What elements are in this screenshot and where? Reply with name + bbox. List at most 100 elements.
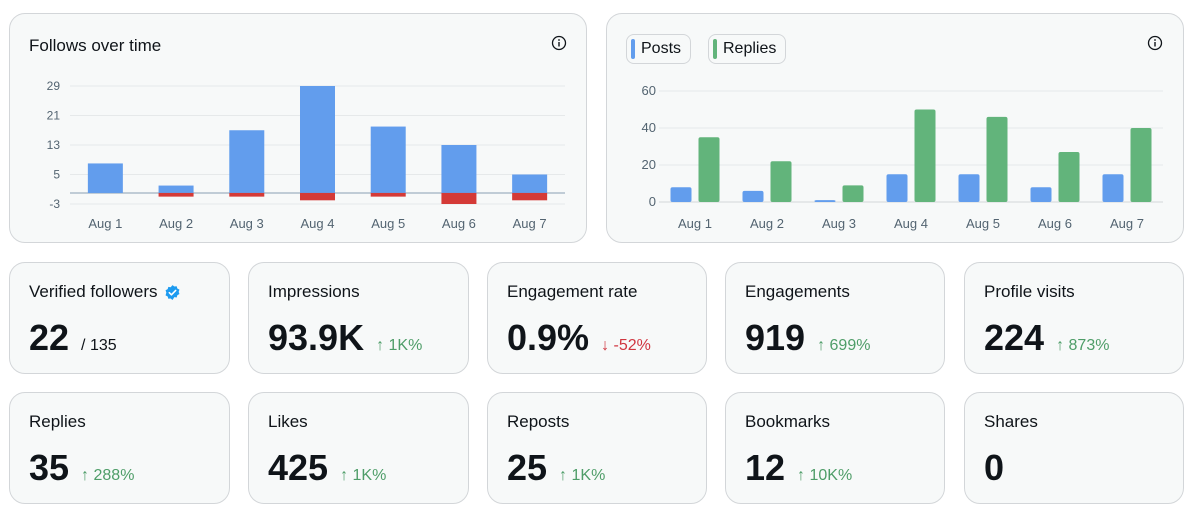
stat-delta: ↓ -52%	[601, 337, 651, 354]
stat-card-profile-visits[interactable]: Profile visits 224 ↑ 873%	[964, 262, 1184, 374]
stat-value: 919 ↑ 699%	[745, 317, 871, 358]
bar-unfollows	[370, 192, 406, 197]
y-tick-label: 29	[47, 79, 61, 93]
x-tick-label: Aug 2	[750, 216, 784, 231]
stat-total: / 135	[81, 337, 117, 354]
stat-value: 425 ↑ 1K%	[268, 447, 387, 488]
stat-label: Shares	[984, 412, 1038, 431]
bar-replies	[698, 137, 720, 202]
stat-delta: ↑ 288%	[81, 467, 135, 484]
stat-label: Engagements	[745, 282, 850, 301]
stat-delta: ↑ 873%	[1056, 337, 1110, 354]
legend-posts[interactable]: Posts	[626, 34, 692, 64]
stat-label: Replies	[29, 412, 86, 431]
bar-follows	[512, 174, 548, 193]
stat-card-impressions[interactable]: Impressions 93.9K ↑ 1K%	[248, 262, 469, 374]
bar-unfollows	[158, 192, 194, 197]
x-tick-label: Aug 7	[1110, 216, 1144, 231]
bar-posts	[1030, 187, 1052, 202]
stat-card-engagements[interactable]: Engagements 919 ↑ 699%	[725, 262, 945, 374]
bar-unfollows	[512, 192, 548, 201]
follows-chart: 29 21 13 5 -3 Aug 1 Aug 2 Aug 3 Aug 4 Aug 5 Aug 6 A…	[47, 79, 565, 231]
bar-replies	[914, 109, 936, 202]
bar-unfollows	[300, 192, 335, 201]
x-tick-label: Aug 3	[822, 216, 856, 231]
legend-replies-label: Replies	[723, 40, 777, 57]
bar-replies	[986, 116, 1008, 202]
stat-card-replies[interactable]: Replies 35 ↑ 288%	[9, 392, 230, 504]
bar-posts	[1102, 174, 1124, 202]
stat-value: 22 / 135	[29, 317, 117, 358]
legend-posts-label: Posts	[641, 40, 682, 57]
stat-label: Impressions	[268, 282, 360, 301]
x-tick-label: Aug 1	[678, 216, 712, 231]
stat-label: Likes	[268, 412, 308, 431]
bar-follows	[229, 130, 265, 193]
stat-delta: ↑ 699%	[817, 337, 871, 354]
x-tick-label: Aug 4	[301, 216, 335, 231]
bar-replies	[1130, 128, 1152, 202]
stat-label: Bookmarks	[745, 412, 831, 431]
bar-follows	[158, 185, 194, 193]
stat-card-shares[interactable]: Shares 0	[964, 392, 1184, 504]
bar-follows	[441, 145, 477, 193]
bar-posts	[742, 190, 764, 202]
stat-value: 93.9K ↑ 1K%	[268, 317, 423, 358]
bar-follows	[87, 163, 123, 193]
stat-label: Reposts	[507, 412, 570, 431]
info-icon[interactable]	[1147, 35, 1163, 51]
posts-swatch	[631, 39, 635, 59]
x-tick-label: Aug 7	[513, 216, 547, 231]
stat-value: 12 ↑ 10K%	[745, 447, 853, 488]
bar-posts	[814, 200, 836, 202]
y-tick-label: 21	[47, 109, 61, 123]
stat-value: 0	[984, 447, 1005, 488]
bar-replies	[770, 161, 792, 202]
bar-replies	[842, 185, 864, 202]
y-tick-label: 40	[642, 120, 656, 135]
stat-delta: ↑ 1K%	[376, 337, 423, 354]
y-tick-label: 0	[649, 194, 656, 209]
bar-posts	[886, 174, 908, 202]
verified-badge-icon	[165, 284, 179, 300]
stat-label: Profile visits	[984, 282, 1075, 301]
bar-follows	[370, 126, 406, 193]
stat-label: Verified followers	[29, 282, 181, 302]
follows-chart-title: Follows over time	[29, 36, 162, 55]
stat-card-likes[interactable]: Likes 425 ↑ 1K%	[248, 392, 469, 504]
bar-replies	[1058, 152, 1080, 202]
stat-value: 224 ↑ 873%	[984, 317, 1110, 358]
stat-card-engagement-rate[interactable]: Engagement rate 0.9% ↓ -52%	[487, 262, 707, 374]
stat-label: Engagement rate	[507, 282, 638, 301]
x-tick-label: Aug 5	[371, 216, 405, 231]
stat-delta: ↑ 10K%	[797, 467, 853, 484]
stat-delta: ↑ 1K%	[559, 467, 606, 484]
replies-swatch	[713, 39, 717, 59]
stat-value: 25 ↑ 1K%	[507, 447, 606, 488]
x-tick-label: Aug 6	[1038, 216, 1072, 231]
follows-chart-card: Follows over time 29 21 13 5 -3 Aug 1 Aug 2 Aug…	[9, 13, 587, 243]
info-icon[interactable]	[551, 35, 567, 51]
bar-posts	[958, 174, 980, 202]
stat-card-reposts[interactable]: Reposts 25 ↑ 1K%	[487, 392, 707, 504]
x-tick-label: Aug 6	[442, 216, 476, 231]
posts-replies-chart: 60 40 20 0 Aug 1 Aug 2 Aug 3 Aug 4 Aug 5 Aug 6 Aug…	[642, 83, 1163, 231]
y-tick-label: 13	[47, 138, 61, 152]
legend-replies[interactable]: Replies	[708, 34, 787, 64]
x-tick-label: Aug 5	[966, 216, 1000, 231]
x-tick-label: Aug 1	[88, 216, 122, 231]
stat-value: 0.9% ↓ -52%	[507, 317, 651, 358]
stat-card-bookmarks[interactable]: Bookmarks 12 ↑ 10K%	[725, 392, 945, 504]
x-tick-label: Aug 3	[230, 216, 264, 231]
stat-card-verified-followers[interactable]: Verified followers 22 / 135	[9, 262, 230, 374]
x-tick-label: Aug 4	[894, 216, 928, 231]
posts-replies-chart-card: Posts Replies 60 40 20 0 Aug 1 Aug 2 Aug 3 Aug …	[606, 13, 1184, 243]
x-tick-label: Aug 2	[159, 216, 193, 231]
bar-posts	[670, 187, 692, 202]
stat-delta: ↑ 1K%	[340, 467, 387, 484]
y-tick-label: -3	[49, 197, 60, 211]
y-tick-label: 20	[642, 157, 656, 172]
bar-unfollows	[229, 192, 265, 197]
y-tick-label: 60	[642, 83, 656, 98]
stat-value: 35 ↑ 288%	[29, 447, 135, 488]
